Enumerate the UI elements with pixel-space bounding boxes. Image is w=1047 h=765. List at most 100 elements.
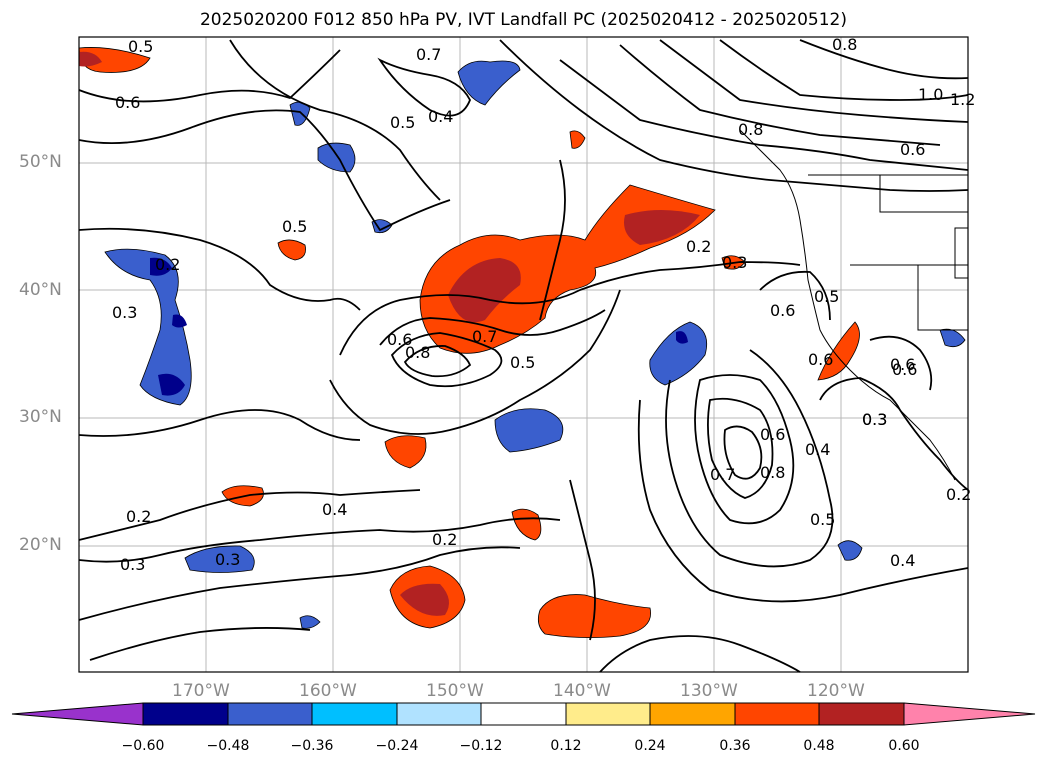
negative-anomaly-west-core1 [150,257,172,276]
negative-anomaly-west-core3 [172,314,187,328]
colorbar-seg [734,702,820,726]
colorbar-seg [311,702,398,726]
contour-label: 0.3 [215,550,240,569]
colorbar-tick: 0.60 [888,738,920,754]
contour-label: 0.3 [722,253,747,272]
negative-anomaly-n4 [289,101,311,126]
map-border [78,36,969,673]
positive-anomaly-east-core [624,210,700,245]
contour-label: 0.3 [862,410,887,429]
positive-anomaly-coast [817,321,860,381]
colorbar-tick: 0.12 [550,738,582,754]
colorbar [11,702,1036,726]
pv-contours [78,39,969,673]
contour-label: 0.2 [126,507,151,526]
contour-label: 0.5 [128,37,153,56]
positive-anomaly-central-core [448,258,521,323]
contour-label: 0.7 [472,327,497,346]
contour-label: 0.6 [900,140,925,159]
lon-label-170w: 170°W [172,681,230,701]
lat-label-20: 20°N [19,535,62,555]
contour-label: 0.6 [808,350,833,369]
colorbar-tick: −0.12 [459,738,503,754]
contour-label: 0.8 [738,120,763,139]
positive-anomaly-small4 [277,239,306,261]
contour-label: 0.4 [322,500,347,519]
chart-title: 2025020200 F012 850 hPa PV, IVT Landfall… [199,10,847,30]
lat-label-30: 30°N [19,407,62,427]
contour-label: 0.6 [115,93,140,112]
contour-label: 0.6 [760,425,785,444]
colorbar-seg [480,702,567,726]
colorbar-tick: −0.36 [290,738,334,754]
contour-label: 0.5 [510,353,535,372]
contour-label: 0.4 [428,107,453,126]
contour-label: 0.2 [946,485,971,504]
lon-label-120w: 120°W [807,681,865,701]
colorbar-tick: −0.24 [375,738,419,754]
negative-anomaly-west [104,248,192,406]
contour-label: 0.7 [710,465,735,484]
contour-label: 0.7 [416,45,441,64]
contour-label: 0.6 [890,355,915,374]
colorbar-seg [227,702,313,726]
contour-label: 0.2 [432,530,457,549]
contour-label: 1.2 [950,90,975,109]
contour-label: 0.4 [890,551,915,570]
positive-anomaly-small3 [511,508,542,541]
contour-label: 0.5 [282,217,307,236]
contour-label: 0.3 [120,555,145,574]
colorbar-seg [142,702,229,726]
contour-label: 0.6 [770,301,795,320]
lon-label-160w: 160°W [299,681,357,701]
lon-label-150w: 150°W [426,681,484,701]
contour-label: 0.8 [760,463,785,482]
contour-labels: 0.5 0.6 0.5 0.4 0.7 0.5 0.3 0.2 0.6 0.8 … [112,35,975,574]
contour-label: 0.5 [810,510,835,529]
negative-anomaly-mid [494,408,564,453]
contour-label: 0.3 [112,303,137,322]
contour-label: 0.3 [862,410,887,429]
colorbar-seg [649,702,736,726]
contour-label: 0.5 [390,113,415,132]
negative-anomaly-sw [184,545,255,573]
negative-anomaly-s [299,615,321,629]
negative-anomaly-n1 [317,142,356,173]
contour-label: 0.8 [832,35,857,54]
positive-anomaly-small5 [569,130,586,149]
colorbar-tick: −0.60 [121,738,165,754]
contour-label: 0.5 [814,287,839,306]
colorbar-tick: 0.36 [719,738,751,754]
pv-shading [78,47,966,638]
negative-anomaly-coast2 [939,328,966,348]
negative-anomaly-n2 [457,60,521,106]
contour-label: 0.4 [805,440,830,459]
contour-label: 1.0 [918,85,943,104]
contour-label: 0.6 [892,360,917,379]
colorbar-tick: 0.24 [634,738,666,754]
colorbar-tick: 0.48 [803,738,835,754]
negative-anomaly-east [649,321,708,386]
lat-label-40: 40°N [19,280,62,300]
colorbar-seg [565,702,651,726]
lon-label-130w: 130°W [680,681,738,701]
colorbar-tick: −0.48 [206,738,250,754]
lon-label-140w: 140°W [553,681,611,701]
positive-anomaly-small2 [384,435,427,469]
colorbar-seg [818,702,905,726]
colorbar-extend-low [11,702,144,726]
negative-anomaly-se [837,540,863,561]
positive-anomaly-nw-core [79,51,102,67]
colorbar-extend-high [903,702,1036,726]
coastline [739,129,969,481]
negative-anomaly-east-core [676,331,688,344]
contour-label: 0.2 [155,255,180,274]
lat-label-50: 50°N [19,152,62,172]
colorbar-seg [396,702,482,726]
contour-label: 0.8 [405,343,430,362]
contour-label: 0.6 [387,330,412,349]
positive-anomaly-south1-core [400,583,449,616]
contour-label: 0.2 [686,237,711,256]
negative-anomaly-west-core2 [158,373,185,396]
